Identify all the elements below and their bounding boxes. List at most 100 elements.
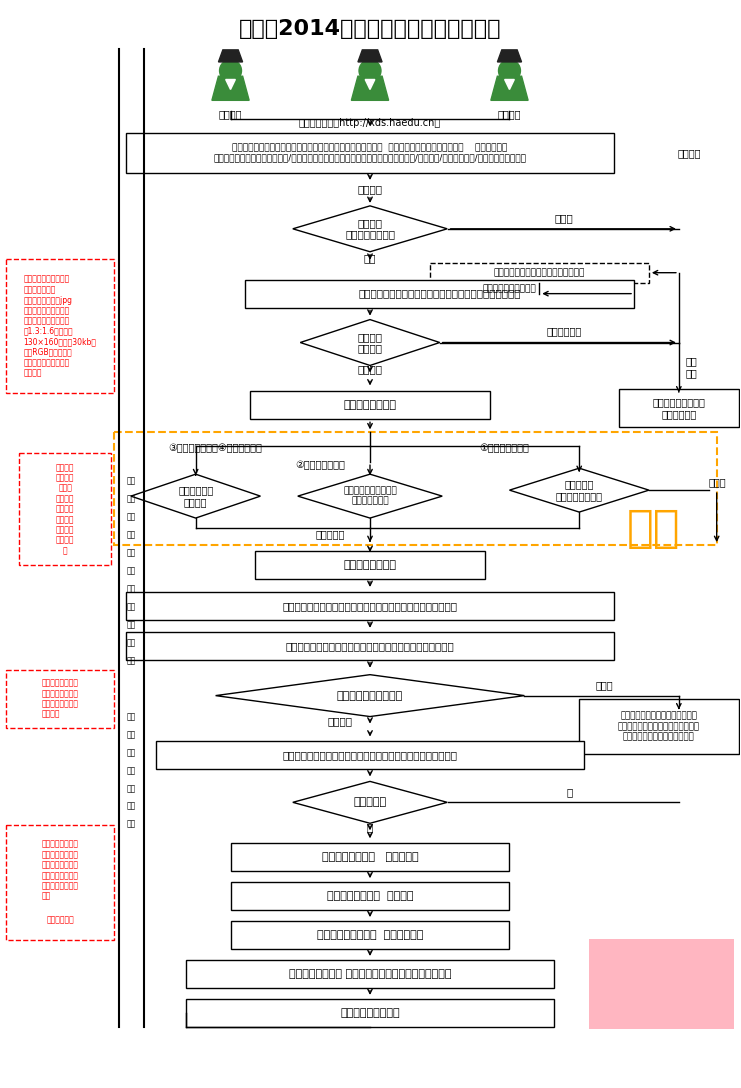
- Polygon shape: [212, 76, 249, 100]
- Text: 原因：照片不合格、
资格不符合等: 原因：照片不合格、 资格不符合等: [652, 397, 705, 419]
- Text: ②省外应届毕业生: ②省外应届毕业生: [295, 460, 345, 470]
- Text: 不同意: 不同意: [555, 213, 574, 223]
- Text: 省级上管部门
进行初审: 省级上管部门 进行初审: [178, 485, 213, 507]
- Text: 报名人员: 报名人员: [498, 109, 521, 119]
- Text: 上传照片要求：近期正
面免冠证件照（
蓝底、白底均可，jpg
格式，利用图片软件制
作时，照片宽高比例约
为1.3:1.6，大小为
130×160像素，30kb: 上传照片要求：近期正 面免冠证件照（ 蓝底、白底均可，jpg 格式，利用图片软件…: [24, 275, 96, 378]
- Text: 一经: 一经: [126, 712, 136, 721]
- FancyBboxPatch shape: [7, 826, 114, 940]
- Polygon shape: [365, 79, 375, 89]
- Text: 确认提交报名信息: 确认提交报名信息: [344, 400, 396, 410]
- Text: 同意: 同意: [364, 252, 376, 262]
- Text: 报名须知
网上报名诚信协议: 报名须知 网上报名诚信协议: [345, 218, 395, 239]
- FancyBboxPatch shape: [579, 700, 739, 754]
- Text: 省教育厅学生处（就业
中心）进行初审: 省教育厅学生处（就业 中心）进行初审: [343, 486, 397, 506]
- Text: 阶段: 阶段: [126, 802, 136, 811]
- Polygon shape: [219, 50, 242, 62]
- Text: 修改、上传、重新提交: 修改、上传、重新提交: [482, 284, 536, 293]
- Text: 在线打印报名登记: 在线打印报名登记: [344, 560, 396, 570]
- Text: 考生在提交纸质材
料后，应随时登录
网站查看终审是否
通过审核: 考生在提交纸质材 料后，应随时登录 网站查看终审是否 通过审核: [41, 679, 79, 719]
- Polygon shape: [491, 76, 528, 100]
- Text: ①省内应届毕业生: ①省内应届毕业生: [479, 443, 530, 454]
- FancyBboxPatch shape: [230, 843, 510, 871]
- Circle shape: [499, 60, 520, 82]
- Text: 提供: 提供: [126, 603, 136, 611]
- FancyBboxPatch shape: [230, 882, 510, 910]
- Text: 的，: 的，: [126, 656, 136, 665]
- Text: 情况: 情况: [126, 620, 136, 629]
- Text: 规定时间内，网上缴费（跳转至省人事考试中心网站缴费页面）: 规定时间内，网上缴费（跳转至省人事考试中心网站缴费页面）: [282, 751, 457, 761]
- FancyBboxPatch shape: [619, 390, 739, 428]
- Polygon shape: [226, 79, 236, 89]
- Text: 资格: 资格: [126, 819, 136, 829]
- Text: 照片不合格、信息不正确、修改职位等: 照片不合格、信息不正确、修改职位等: [494, 269, 585, 277]
- Circle shape: [359, 60, 381, 82]
- FancyBboxPatch shape: [126, 592, 614, 620]
- Text: 规定时间内，将打印的纸质《登记表》上交或邮寄到指定地点: 规定时间内，将打印的纸质《登记表》上交或邮寄到指定地点: [285, 641, 454, 651]
- Text: 本校就业办
（中心）进行初审: 本校就业办 （中心）进行初审: [556, 480, 602, 500]
- Text: ③大学生村干部、④志愿服务人员: ③大学生村干部、④志愿服务人员: [169, 443, 262, 454]
- Text: 资格不符: 资格不符: [677, 148, 700, 158]
- Text: 信息需要修改: 信息需要修改: [547, 326, 582, 336]
- FancyBboxPatch shape: [19, 454, 111, 565]
- Text: 工作: 工作: [126, 548, 136, 557]
- FancyBboxPatch shape: [186, 960, 554, 988]
- Text: 考生登录
网站查询
预审结
果，未通
过者请及
时修改并
提交，再
次进行初
审: 考生登录 网站查询 预审结 果，未通 过者请及 时修改并 提交，再 次进行初 审: [56, 463, 74, 555]
- Text: 不实: 不实: [126, 639, 136, 647]
- Text: 确认无误: 确认无误: [357, 364, 382, 374]
- Text: 符合条件: 符合条件: [357, 184, 382, 194]
- FancyBboxPatch shape: [7, 259, 114, 394]
- Text: 未通过: 未通过: [595, 681, 613, 691]
- FancyBboxPatch shape: [230, 922, 510, 949]
- FancyBboxPatch shape: [256, 551, 485, 579]
- Text: 下一: 下一: [126, 783, 136, 793]
- Text: 贯穿: 贯穿: [126, 512, 136, 521]
- FancyBboxPatch shape: [126, 133, 614, 173]
- Text: 确认资格终审是否通过: 确认资格终审是否通过: [337, 691, 403, 701]
- Text: 持准考证、身份证  参加笔试: 持准考证、身份证 参加笔试: [327, 891, 413, 901]
- Text: 指定时间内登录网站  查询笔试成绩: 指定时间内登录网站 查询笔试成绩: [317, 930, 423, 940]
- Text: 按要求正确填写报名信息，并上传符合要求的个人电子照片: 按要求正确填写报名信息，并上传符合要求的个人电子照片: [359, 288, 521, 298]
- Polygon shape: [358, 50, 382, 62]
- Text: 查看选调生工作通知、报名资格、选调信息等，确定报考岗位；  使用身份证号正确选择所属类别    进行网上注册
【符合条件的应届毕业生（省内/省外）、服务农村基层: 查看选调生工作通知、报名资格、选调信息等，确定报考岗位； 使用身份证号正确选择所…: [213, 144, 527, 163]
- Text: 报名大员: 报名大员: [219, 109, 242, 119]
- Polygon shape: [298, 474, 442, 518]
- FancyBboxPatch shape: [430, 262, 649, 283]
- Text: 是: 是: [367, 823, 373, 832]
- Polygon shape: [293, 781, 448, 824]
- Text: 通过审查: 通过审查: [328, 717, 353, 727]
- Text: 否: 否: [566, 788, 572, 798]
- Polygon shape: [510, 468, 649, 512]
- Polygon shape: [293, 206, 448, 251]
- Text: 规定时间内未进行
网上缴费的或者缴
费失败的将不能打
印准考证、进行笔
试（不接收现场缴
费）: 规定时间内未进行 网上缴费的或者缴 费失败的将不能打 印准考证、进行笔 试（不接…: [41, 840, 79, 901]
- Text: 取消: 取消: [126, 747, 136, 757]
- Text: 未通过: 未通过: [708, 478, 726, 487]
- FancyBboxPatch shape: [186, 999, 554, 1027]
- Text: 审查: 审查: [126, 495, 136, 504]
- Text: 河南省2014年选调生网上报名工作流程: 河南省2014年选调生网上报名工作流程: [239, 20, 502, 39]
- Text: 通过初审核: 通过初审核: [316, 529, 345, 539]
- Text: 视为自动放弃: 视为自动放弃: [46, 915, 74, 925]
- Text: 资格
不符: 资格 不符: [686, 357, 698, 378]
- Text: 考录: 考录: [126, 531, 136, 540]
- Polygon shape: [497, 50, 522, 62]
- Text: 资格: 资格: [126, 477, 136, 485]
- Text: 进入: 进入: [126, 766, 136, 775]
- Circle shape: [219, 60, 242, 82]
- Polygon shape: [505, 79, 514, 89]
- FancyBboxPatch shape: [126, 632, 614, 659]
- Text: 指定时间登录网站 查询面试名单、考察名单、录用名单: 指定时间登录网站 查询面试名单、考察名单、录用名单: [289, 969, 451, 979]
- FancyBboxPatch shape: [156, 742, 584, 769]
- Polygon shape: [131, 474, 260, 518]
- Text: 缴费成功？: 缴费成功？: [353, 798, 387, 807]
- Text: 本年度选调工作结束: 本年度选调工作结束: [340, 1007, 400, 1017]
- Text: 全过: 全过: [126, 567, 136, 576]
- FancyBboxPatch shape: [7, 670, 114, 728]
- Text: 登录报名网站（http://xds.haedu.cn）: 登录报名网站（http://xds.haedu.cn）: [299, 119, 441, 128]
- Text: 发现: 发现: [126, 730, 136, 739]
- FancyBboxPatch shape: [250, 392, 490, 419]
- Text: 指定时间登录网站   打印准考证: 指定时间登录网站 打印准考证: [322, 852, 419, 862]
- Polygon shape: [351, 76, 388, 100]
- Text: 程，: 程，: [126, 584, 136, 593]
- FancyBboxPatch shape: [589, 939, 734, 1029]
- Text: 原因：照片不合格、资格不符合、
上交的纸质《登记表》与网上报名信
息不一致、未按时提交纸质材料: 原因：照片不合格、资格不符合、 上交的纸质《登记表》与网上报名信 息不一致、未按…: [618, 712, 700, 741]
